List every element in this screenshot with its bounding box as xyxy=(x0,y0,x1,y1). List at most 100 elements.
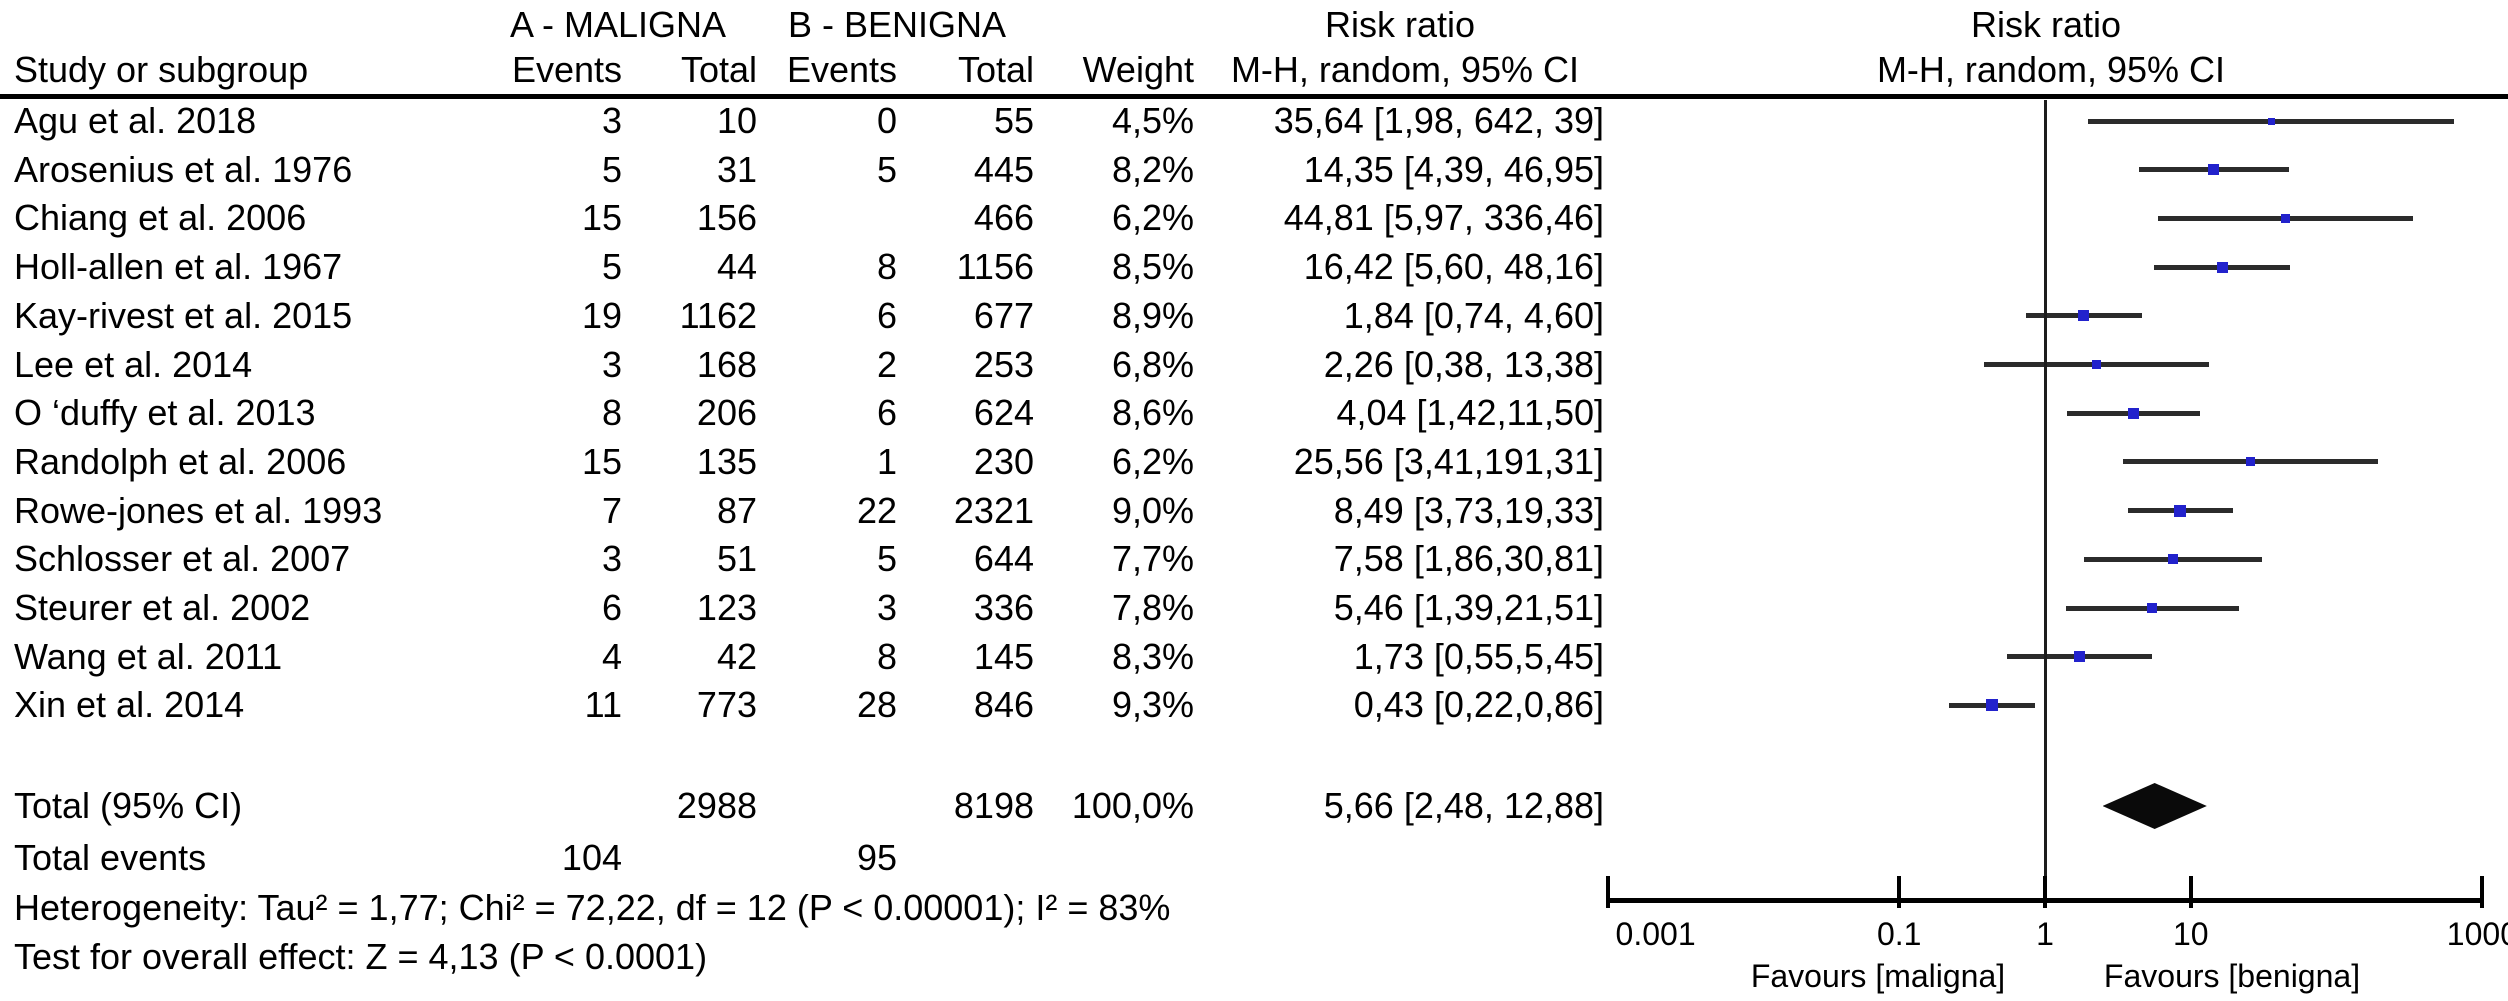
study-label: Steurer et al. 2002 xyxy=(14,587,311,628)
events-a-value: 3 xyxy=(601,343,622,385)
events-b-value: 6 xyxy=(876,392,897,434)
weight-value: 8,6% xyxy=(1111,392,1194,434)
weight-value: 9,3% xyxy=(1111,684,1194,726)
effect-square-marker xyxy=(2078,310,2090,322)
weight-value: 4,5% xyxy=(1111,100,1194,141)
heterogeneity-text: Heterogeneity: Tau² = 1,77; Chi² = 72,22… xyxy=(14,887,1171,928)
events-a-value: 6 xyxy=(601,587,622,628)
events-a-value: 11 xyxy=(584,684,622,726)
events-b-value: 28 xyxy=(856,684,897,726)
total-b-value: 230 xyxy=(973,440,1034,482)
total-a-value: 773 xyxy=(696,684,757,726)
ci-value: 2,26 [0,38, 13,38] xyxy=(1323,343,1604,385)
effect-square-marker xyxy=(2208,164,2220,176)
study-label: Holl-allen et al. 1967 xyxy=(14,246,343,288)
events-a-value: 5 xyxy=(601,148,622,190)
total-a-value: 2988 xyxy=(676,785,757,826)
events-a-value: 19 xyxy=(581,294,622,336)
total-events-a: 104 xyxy=(561,837,622,878)
ci-value: 0,43 [0,22,0,86] xyxy=(1353,684,1604,726)
weight-value: 8,3% xyxy=(1111,635,1194,677)
total-a-value: 168 xyxy=(696,343,757,385)
study-label: Agu et al. 2018 xyxy=(14,100,257,141)
total-b-value: 846 xyxy=(973,684,1034,726)
axis-tick xyxy=(1605,876,1610,908)
total-events-label: Total events xyxy=(14,837,207,878)
total-b-value: 2321 xyxy=(953,489,1034,531)
events-a-value: 4 xyxy=(601,635,622,677)
axis-tick xyxy=(2480,876,2485,908)
total-a-value: 156 xyxy=(696,197,757,239)
effect-square-marker xyxy=(2245,457,2255,467)
total-a-value: 10 xyxy=(716,100,757,141)
total-b-value: 336 xyxy=(973,587,1034,628)
favours-right-label: Favours [benigna] xyxy=(2103,958,2361,994)
total-b-value: 8198 xyxy=(953,785,1034,826)
axis-tick-label: 10 xyxy=(2173,916,2209,952)
weight-value: 6,2% xyxy=(1111,197,1194,239)
weight-value: 9,0% xyxy=(1111,489,1194,531)
total-a-value: 1162 xyxy=(679,294,757,336)
ci-value: 4,04 [1,42,11,50] xyxy=(1336,392,1604,434)
effect-square-marker xyxy=(1985,699,1998,712)
events-a-value: 15 xyxy=(581,440,622,482)
total-b-value: 624 xyxy=(973,392,1034,434)
axis-tick xyxy=(2188,876,2193,908)
events-b-value: 8 xyxy=(876,635,897,677)
effect-square-marker xyxy=(2147,603,2158,613)
events-b-value: 6 xyxy=(876,294,897,336)
total-a-value: 135 xyxy=(696,440,757,482)
events-a-value: 7 xyxy=(601,489,622,531)
risk-ratio-left-subtitle: M-H, random, 95% CI xyxy=(1230,49,1580,90)
favours-left-label: Favours [maligna] xyxy=(1750,958,2006,994)
weight-col-header: Weight xyxy=(1082,49,1194,90)
effect-square-marker xyxy=(2174,504,2187,517)
events-a-value: 8 xyxy=(601,392,622,434)
overall-effect-text: Test for overall effect: Z = 4,13 (P < 0… xyxy=(14,936,708,977)
effect-square-marker xyxy=(2216,261,2228,273)
total-a-value: 42 xyxy=(716,635,757,677)
total-a-value: 123 xyxy=(696,587,757,628)
events-b-value: 22 xyxy=(856,489,897,531)
total-weight-value: 100,0% xyxy=(1071,785,1194,826)
ci-value: 1,84 [0,74, 4,60] xyxy=(1343,294,1604,336)
axis-tick-label: 0.1 xyxy=(1876,916,1922,952)
study-label: Lee et al. 2014 xyxy=(14,343,253,385)
study-label: Rowe-jones et al. 1993 xyxy=(14,489,383,531)
effect-square-marker xyxy=(2267,117,2275,125)
weight-value: 8,2% xyxy=(1111,148,1194,190)
total-row-label: Total (95% CI) xyxy=(14,785,243,826)
effect-square-marker xyxy=(2092,360,2102,369)
events-a-value: 3 xyxy=(601,538,622,580)
events-b-value: 5 xyxy=(876,538,897,580)
total-b-value: 466 xyxy=(973,197,1034,239)
study-label: Schlosser et al. 2007 xyxy=(14,538,351,580)
ci-value: 5,46 [1,39,21,51] xyxy=(1333,587,1604,628)
risk-ratio-right-title: Risk ratio xyxy=(1970,4,2122,45)
ci-value: 14,35 [4,39, 46,95] xyxy=(1303,148,1604,190)
total-b-col-header: Total xyxy=(957,49,1034,90)
total-ci-value: 5,66 [2,48, 12,88] xyxy=(1323,785,1604,826)
ci-value: 1,73 [0,55,5,45] xyxy=(1353,635,1604,677)
study-label: Wang et al. 2011 xyxy=(14,635,283,677)
group-b-header: B - BENIGNA xyxy=(787,4,1007,45)
ci-value: 16,42 [5,60, 48,16] xyxy=(1303,246,1604,288)
axis-tick-label: 0.001 xyxy=(1615,916,1696,952)
total-events-b: 95 xyxy=(856,837,897,878)
events-a-value: 15 xyxy=(581,197,622,239)
events-a-value: 3 xyxy=(601,100,622,141)
total-b-value: 644 xyxy=(973,538,1034,580)
total-b-value: 55 xyxy=(993,100,1034,141)
total-a-value: 206 xyxy=(696,392,757,434)
group-a-header: A - MALIGNA xyxy=(509,4,727,45)
weight-value: 7,8% xyxy=(1111,587,1194,628)
no-effect-line xyxy=(2043,100,2047,903)
total-b-value: 677 xyxy=(973,294,1034,336)
events-b-value: 2 xyxy=(876,343,897,385)
total-a-value: 87 xyxy=(716,489,757,531)
events-a-value: 5 xyxy=(601,246,622,288)
study-label: Arosenius et al. 1976 xyxy=(14,148,353,190)
axis-tick-label: 1000 xyxy=(2446,916,2508,952)
ci-value: 35,64 [1,98, 642, 39] xyxy=(1273,100,1604,141)
events-b-value: 1 xyxy=(876,440,897,482)
